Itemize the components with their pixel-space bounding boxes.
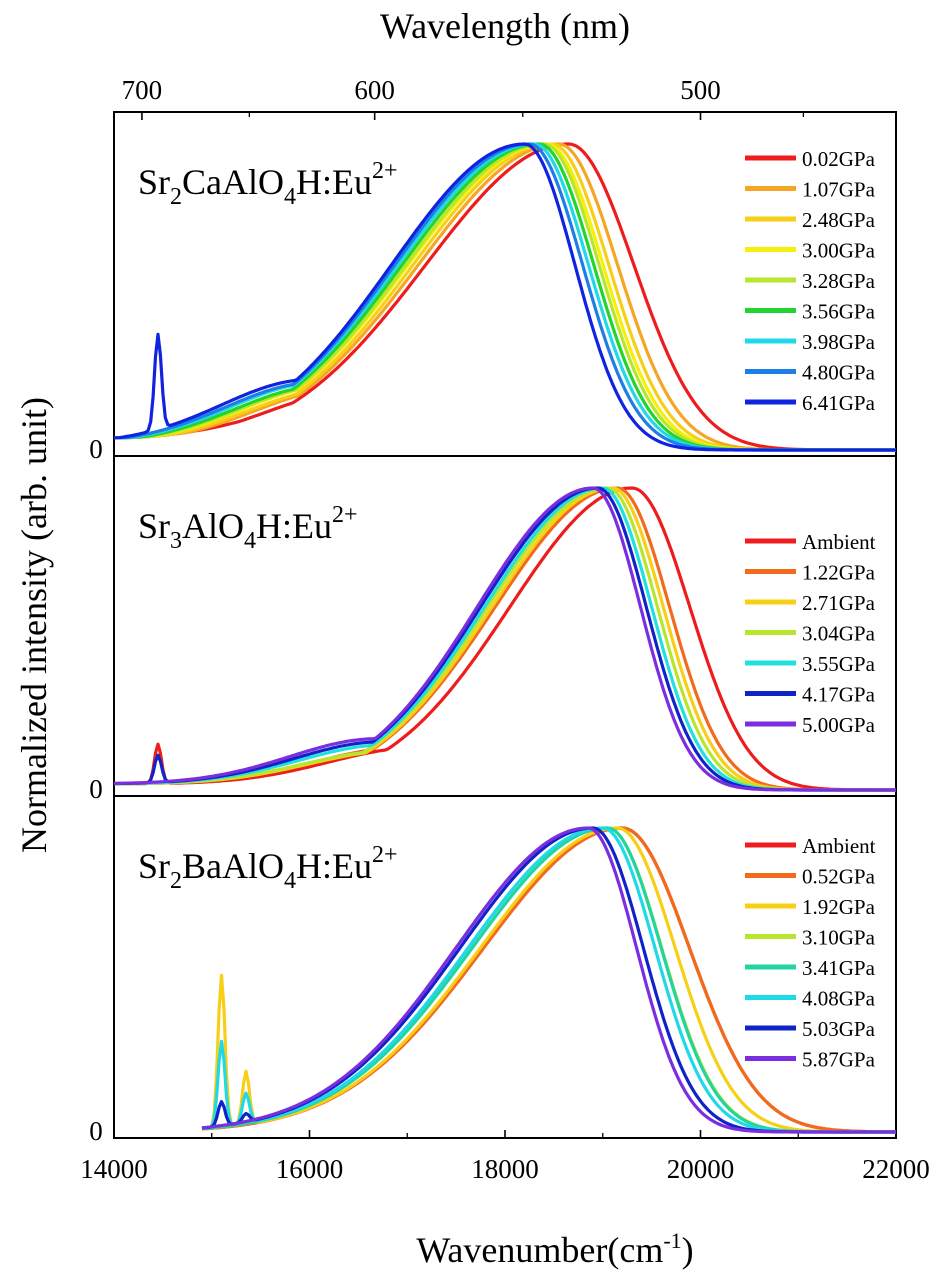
legend-label: Ambient	[802, 530, 876, 554]
legend-label: 2.71GPa	[802, 591, 876, 615]
panel-title-part: 4	[244, 528, 256, 554]
x-top-axis-title: Wavelength (nm)	[380, 6, 630, 46]
panel-title-part: Sr	[138, 506, 170, 546]
series-line-ambient	[114, 486, 896, 792]
legend-label: 5.87GPa	[802, 1048, 876, 1072]
legend-label: 3.55GPa	[802, 652, 876, 676]
panel-title: Sr2CaAlO4H:Eu2+	[138, 158, 398, 210]
panel-title-part: H:Eu	[296, 162, 372, 202]
panel-title-part: 2+	[332, 502, 358, 528]
x-top-tick-label: 600	[354, 75, 395, 105]
panel-title-part: 4	[284, 184, 296, 210]
legend-label: 4.80GPa	[802, 361, 876, 385]
zero-label: 0	[89, 1116, 103, 1146]
series-line-6-41gpa	[114, 142, 896, 452]
panel-title-part: AlO	[182, 506, 244, 546]
panel-title-part: H:Eu	[256, 506, 332, 546]
x-axis-title-end: )	[682, 1230, 694, 1270]
legend-label: 5.03GPa	[802, 1017, 876, 1041]
x-axis-title: Wavenumber(cm-1)	[416, 1228, 693, 1270]
panel-title-part: BaAlO	[182, 846, 284, 886]
x-tick-label: 20000	[667, 1154, 735, 1184]
legend-label: 3.04GPa	[802, 622, 876, 646]
legend-label: 1.22GPa	[802, 561, 876, 585]
legend-label: 3.10GPa	[802, 926, 876, 950]
legend-label: 6.41GPa	[802, 391, 876, 415]
legend-label: 1.92GPa	[802, 895, 876, 919]
x-tick-label: 22000	[862, 1154, 930, 1184]
series-line-5-00gpa	[113, 486, 896, 792]
panel-title-part: Sr	[138, 162, 170, 202]
legend-label: 4.08GPa	[802, 987, 876, 1011]
plot-frame	[113, 111, 897, 1139]
x-tick-label: 18000	[471, 1154, 539, 1184]
panel-title-part: Sr	[138, 846, 170, 886]
panel-title-part: CaAlO	[182, 162, 284, 202]
panel-title-part: 4	[284, 868, 296, 894]
series-line-0-02gpa	[114, 142, 896, 452]
panel-title: Sr3AlO4H:Eu2+	[138, 502, 358, 554]
legend-label: 3.98GPa	[802, 330, 876, 354]
zero-label: 0	[89, 434, 103, 464]
series-line-1-92gpa	[201, 826, 896, 1134]
legend-label: 1.07GPa	[802, 178, 876, 202]
panel-title-part: 2+	[372, 158, 398, 184]
y-axis-title: Normalized intensity (arb. unit)	[14, 397, 54, 853]
series-line-5-87gpa	[201, 826, 896, 1134]
panel-title: Sr2BaAlO4H:Eu2+	[138, 842, 398, 894]
legend-label: 3.56GPa	[802, 300, 876, 324]
x-top-tick-label: 500	[680, 75, 721, 105]
zero-label: 0	[89, 774, 103, 804]
panel-title-part: 2+	[372, 842, 398, 868]
panel-title-part: 2	[170, 868, 182, 894]
legend-label: 3.41GPa	[802, 956, 876, 980]
x-tick-label: 16000	[276, 1154, 344, 1184]
legend-label: Ambient	[802, 834, 876, 858]
x-tick-label: 14000	[80, 1154, 148, 1184]
panel-title-part: H:Eu	[296, 846, 372, 886]
x-axis-title-text: Wavenumber(cm	[416, 1230, 663, 1270]
panel-title-part: 3	[170, 528, 182, 554]
legend-label: 5.00GPa	[802, 713, 876, 737]
legend-label: 2.48GPa	[802, 208, 876, 232]
legend-label: 3.28GPa	[802, 269, 876, 293]
x-top-tick-label: 700	[122, 75, 163, 105]
legend-label: 3.00GPa	[802, 239, 876, 263]
panel-title-part: 2	[170, 184, 182, 210]
x-axis-title-sup: -1	[663, 1228, 681, 1253]
legend-label: 0.02GPa	[802, 147, 876, 171]
legend-label: 0.52GPa	[802, 865, 876, 889]
legend-label: 4.17GPa	[802, 683, 876, 707]
